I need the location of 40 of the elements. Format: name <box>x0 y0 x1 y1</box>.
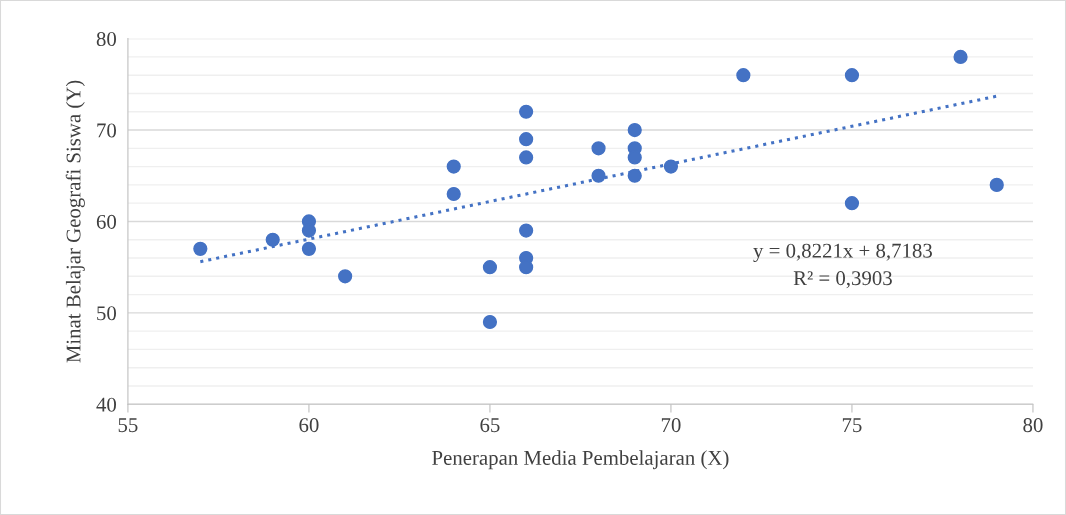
point <box>193 241 208 256</box>
point <box>519 223 534 238</box>
point <box>265 232 280 247</box>
point <box>844 68 860 83</box>
point <box>519 150 534 165</box>
point <box>519 260 534 275</box>
point <box>301 223 317 238</box>
y-tick-label: 60 <box>96 214 117 229</box>
point <box>627 168 642 183</box>
point <box>482 260 498 275</box>
x-tick-label: 55 <box>118 418 138 433</box>
point <box>953 49 968 65</box>
point <box>663 159 679 174</box>
y-tick-label: 70 <box>97 123 117 138</box>
y-axis-title: Minat Belajar Geografi Siswa (Y) <box>65 80 85 363</box>
point <box>446 186 461 202</box>
point <box>519 104 534 119</box>
x-tick-label: 60 <box>299 418 319 433</box>
annotation: y = 0,8221x + 8,7183 <box>753 243 932 262</box>
annotation: R² = 0,3903 <box>793 271 892 289</box>
x-tick-label: 65 <box>480 418 500 433</box>
point <box>446 159 461 174</box>
x-tick-label: 80 <box>1023 418 1043 433</box>
x-tick-label: 70 <box>661 418 681 433</box>
point <box>338 269 353 284</box>
point <box>519 132 534 147</box>
point <box>591 141 606 156</box>
point <box>301 241 317 256</box>
point <box>736 68 751 83</box>
point <box>591 168 606 183</box>
y-tick-label: 50 <box>97 306 117 321</box>
x-axis-title: Penerapan Media Pembelajaran (X) <box>432 450 729 470</box>
y-tick-label: 80 <box>96 32 117 47</box>
point <box>627 150 642 165</box>
point <box>482 314 498 330</box>
y-tick-label: 40 <box>96 397 117 412</box>
x-tick-label: 75 <box>842 418 862 433</box>
point <box>844 196 860 211</box>
point <box>627 122 642 138</box>
point <box>989 177 1004 192</box>
